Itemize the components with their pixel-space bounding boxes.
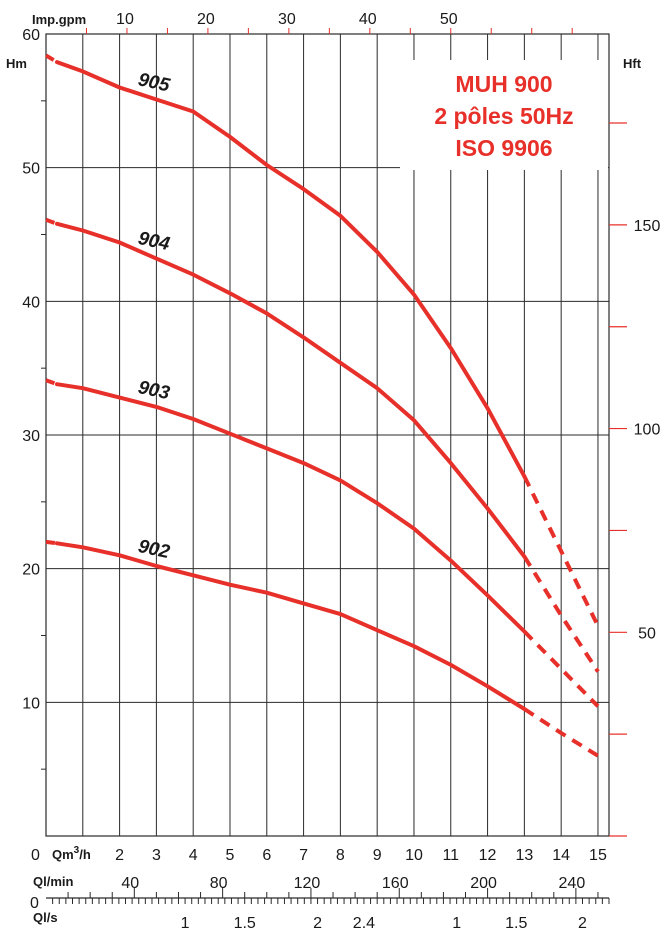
curve-904	[55, 221, 527, 559]
x-ls-unit-label: Ql/s	[33, 910, 58, 925]
series-label-902: 902	[136, 536, 172, 563]
x-bottom-tick-label: 8	[336, 847, 345, 864]
x-ls-tick-label: 1.5	[505, 915, 527, 928]
title-box	[400, 60, 608, 170]
x-top-tick-label: 40	[359, 11, 377, 28]
x-lmin-tick-label: 40	[121, 875, 139, 892]
y-right-tick-label: 100	[634, 422, 661, 439]
y-left-tick-label: 20	[22, 562, 40, 579]
x-bottom-tick-label: 2	[115, 847, 124, 864]
curve-905	[55, 60, 527, 479]
x-ls-tick-label: 1	[181, 915, 190, 928]
curve-902	[55, 541, 527, 711]
y-right-tick-label: 150	[634, 218, 661, 235]
chart-title-line-3: ISO 9906	[455, 135, 552, 161]
y-right-tick-label: 50	[638, 625, 656, 642]
x-lmin-tick-label: 120	[294, 875, 321, 892]
x-ls-tick-label: 2	[578, 915, 587, 928]
chart-title-line-2: 2 pôles 50Hz	[434, 103, 573, 129]
series-label-905: 905	[136, 69, 172, 96]
x-lmin-tick-label: 160	[382, 875, 409, 892]
x-ls-origin-label: 0	[30, 895, 39, 912]
y-left-tick-label: 50	[22, 161, 40, 178]
x-ls-tick-label: 1	[452, 915, 461, 928]
chart-title-line-1: MUH 900	[455, 71, 552, 97]
curve-904-dashed-end	[522, 555, 600, 673]
x-bottom-unit-suffix: /h	[79, 847, 91, 862]
x-top-tick-label: 30	[278, 11, 296, 28]
y-left-tick-label: 10	[22, 695, 40, 712]
y-left-unit-label: Hm	[6, 56, 27, 71]
x-top-unit-label: Imp.gpm	[32, 12, 86, 27]
x-top-tick-label: 10	[116, 11, 134, 28]
curve-904-dashed-start	[45, 217, 58, 226]
series-label-903: 903	[136, 377, 172, 404]
x-bottom-tick-label: 4	[189, 847, 198, 864]
x-bottom-tick-label: 9	[373, 847, 382, 864]
x-bottom-tick-label: 13	[515, 847, 533, 864]
y-left-tick-label: 60	[22, 27, 40, 44]
x-bottom-tick-label: 5	[226, 847, 235, 864]
x-bottom-unit-label: Qm3/h	[52, 845, 91, 862]
pump-curves	[44, 53, 600, 758]
x-bottom-tick-label: 3	[152, 847, 161, 864]
x-bottom-tick-label: 15	[589, 847, 607, 864]
curve-902-dashed-end	[523, 707, 600, 758]
x-bottom-tick-label: 11	[442, 847, 459, 864]
x-ls-tick-label: 1.5	[234, 915, 256, 928]
y-right-unit-label: Hft	[623, 56, 642, 71]
x-top-tick-label: 20	[197, 11, 215, 28]
x-bottom-tick-label: 14	[552, 847, 570, 864]
x-bottom-tick-label: 12	[479, 847, 497, 864]
x-bottom-tick-label: 10	[405, 847, 423, 864]
x-ls-tick-label: 2	[313, 915, 322, 928]
x-bottom-unit-base: Qm	[52, 847, 74, 862]
y-left-tick-label: 30	[22, 428, 40, 445]
x-bottom-unit-sup: 3	[74, 845, 80, 856]
x-bottom-tick-label: 6	[262, 847, 271, 864]
x-lmin-tick-label: 200	[470, 875, 497, 892]
curve-905-dashed-end	[522, 475, 600, 627]
curve-903-dashed-start	[45, 378, 58, 387]
x-lmin-tick-label: 80	[210, 875, 228, 892]
x-bottom-tick-label: 7	[299, 847, 308, 864]
x-lmin-tick-label: 240	[559, 875, 586, 892]
x-ls-tick-label: 2.4	[353, 915, 375, 928]
y-left-tick-label: 40	[22, 294, 40, 311]
curve-902-dashed-start	[45, 539, 58, 546]
curve-903	[55, 382, 527, 634]
curve-905-dashed-start	[44, 53, 59, 64]
origin-label: 0	[31, 847, 40, 864]
x-top-tick-label: 50	[440, 11, 458, 28]
x-lmin-unit-label: Ql/min	[33, 874, 74, 889]
